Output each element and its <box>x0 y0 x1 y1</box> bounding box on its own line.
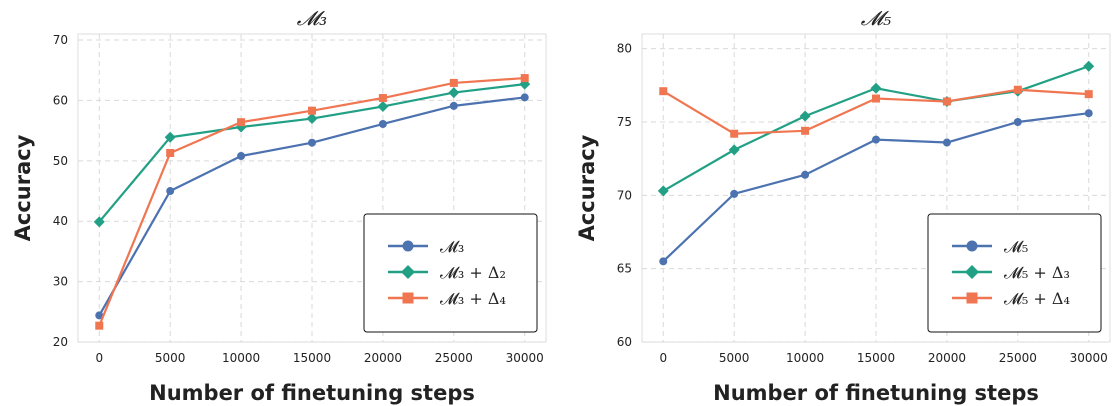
data-point <box>448 87 460 99</box>
y-axis-label: Accuracy <box>11 134 35 241</box>
x-tick-label: 30000 <box>1070 351 1108 365</box>
x-tick-label: 25000 <box>435 351 473 365</box>
x-tick-label: 5000 <box>719 351 750 365</box>
data-point <box>659 87 668 96</box>
x-axis-label: Number of finetuning steps <box>149 381 475 405</box>
y-tick-label: 30 <box>53 275 68 289</box>
data-point <box>308 138 316 147</box>
data-point <box>237 118 246 127</box>
legend: 𝓜₃ 𝓜₃ + Δ₂ 𝓜₃ + Δ₄ <box>363 213 538 333</box>
data-point <box>730 129 739 138</box>
data-point <box>237 151 246 160</box>
data-point <box>942 97 951 106</box>
data-point <box>166 187 175 196</box>
data-point <box>1084 109 1093 118</box>
data-point <box>659 257 668 266</box>
y-tick-label: 80 <box>617 42 632 56</box>
x-tick-label: 0 <box>659 351 667 365</box>
y-tick-label: 65 <box>617 262 632 276</box>
data-point <box>872 135 880 144</box>
data-point <box>870 82 882 94</box>
legend-entry-label: 𝓜₅ + Δ₃ <box>1004 263 1070 282</box>
data-point <box>164 131 176 143</box>
data-point <box>799 110 811 122</box>
legend-swatch-marker <box>402 292 414 304</box>
data-point <box>1084 90 1093 99</box>
y-tick-label: 75 <box>617 115 632 129</box>
data-point <box>378 119 387 128</box>
data-point <box>95 311 104 320</box>
x-tick-label: 10000 <box>786 351 824 365</box>
x-tick-label: 5000 <box>155 351 186 365</box>
data-point <box>377 100 389 112</box>
data-point <box>378 94 387 103</box>
data-point <box>872 94 880 103</box>
data-point <box>942 138 951 147</box>
data-point <box>449 101 458 110</box>
data-point <box>801 126 810 135</box>
legend: 𝓜₅ 𝓜₅ + Δ₃ 𝓜₅ + Δ₄ <box>927 213 1102 333</box>
x-axis-label: Number of finetuning steps <box>713 381 1039 405</box>
chart-title: 𝓜₅ <box>861 6 891 30</box>
data-point <box>730 189 739 198</box>
x-tick-label: 10000 <box>222 351 260 365</box>
y-tick-label: 20 <box>53 335 68 349</box>
legend-entry-label: 𝓜₃ <box>440 237 464 256</box>
legend-swatch-marker <box>402 240 414 252</box>
data-point <box>1013 85 1022 94</box>
legend-entry-label: 𝓜₃ + Δ₄ <box>440 289 506 308</box>
legend-entry-label: 𝓜₃ + Δ₂ <box>440 263 506 282</box>
y-tick-label: 70 <box>53 33 68 47</box>
legend-swatch-marker <box>965 265 979 279</box>
legend-swatch-marker <box>966 240 978 252</box>
x-tick-label: 20000 <box>364 351 402 365</box>
legend-swatch-marker <box>401 265 415 279</box>
data-point <box>95 321 104 330</box>
y-tick-label: 60 <box>617 335 632 349</box>
data-point <box>93 216 105 228</box>
data-point <box>1083 60 1095 72</box>
data-point <box>728 144 740 156</box>
chart-panel-2: 60 65 70 75 80 0 5000 10000 15000 20000 25000 30000… <box>575 6 1111 405</box>
series-3 <box>659 85 1093 138</box>
series-3 <box>95 74 529 330</box>
x-tick-label: 0 <box>95 351 103 365</box>
data-point <box>520 93 529 102</box>
x-tick-label: 15000 <box>857 351 895 365</box>
chart-panel-1: 20 30 40 50 60 70 0 5000 10000 15000 20000 25000 300… <box>11 6 547 405</box>
y-tick-label: 60 <box>53 93 68 107</box>
data-point <box>306 113 318 125</box>
data-point <box>308 106 316 115</box>
legend-swatch-marker <box>966 292 978 304</box>
x-tick-label: 25000 <box>999 351 1037 365</box>
y-tick-label: 50 <box>53 154 68 168</box>
y-tick-label: 40 <box>53 214 68 228</box>
data-point <box>657 185 669 197</box>
data-point <box>520 74 529 83</box>
series-1 <box>95 93 529 320</box>
x-tick-label: 30000 <box>506 351 544 365</box>
data-point <box>801 170 810 179</box>
chart-title: 𝓜₃ <box>297 6 327 30</box>
data-point <box>166 148 175 157</box>
data-point <box>1013 118 1022 126</box>
data-point <box>449 78 458 87</box>
y-axis-label: Accuracy <box>575 134 599 241</box>
legend-entry-label: 𝓜₅ <box>1004 237 1028 256</box>
series-1 <box>659 109 1093 266</box>
x-tick-label: 20000 <box>928 351 966 365</box>
x-tick-label: 15000 <box>293 351 331 365</box>
y-tick-label: 70 <box>617 188 632 202</box>
legend-entry-label: 𝓜₅ + Δ₄ <box>1004 289 1070 308</box>
